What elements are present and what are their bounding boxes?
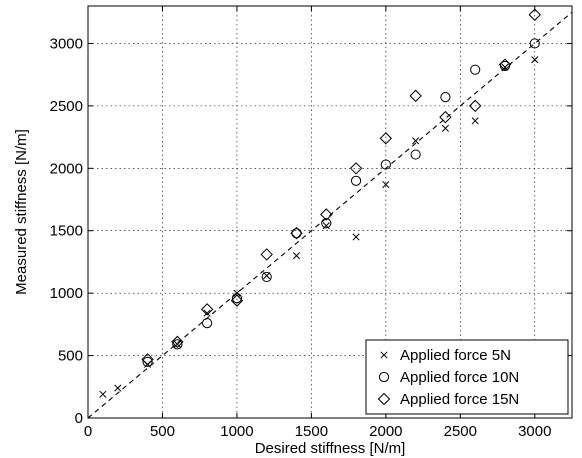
data-point-diamond — [141, 353, 154, 366]
data-point-circle — [231, 293, 243, 304]
marker-stroke — [382, 180, 390, 189]
data-point-x — [173, 340, 181, 348]
data-point-x — [382, 180, 390, 189]
marker-stroke — [173, 340, 181, 348]
legend-box — [365, 339, 569, 415]
y-axis-label: Measured stiffness [N/m] — [13, 129, 30, 295]
x-tick-label: 3000 — [518, 423, 551, 440]
y-tick-label: 500 — [58, 348, 83, 365]
marker-stroke — [99, 390, 107, 398]
data-point-circle — [202, 318, 213, 329]
marker-stroke — [531, 56, 539, 64]
marker-stroke — [352, 233, 360, 241]
plot-frame — [87, 5, 573, 419]
marker-stroke — [501, 63, 509, 71]
data-point-circle — [350, 175, 362, 186]
data-point-x — [501, 63, 509, 71]
marker-stroke — [263, 272, 271, 280]
data-points — [99, 8, 541, 398]
data-point-x — [292, 252, 301, 260]
data-point-x — [99, 390, 107, 398]
data-point-diamond — [498, 58, 512, 71]
x-tick-label: 1000 — [220, 423, 253, 440]
data-point-x — [471, 117, 479, 125]
marker-stroke — [203, 309, 211, 317]
data-point-diamond — [528, 8, 541, 21]
data-point-diamond — [349, 162, 363, 175]
x-tick-label: 2000 — [369, 423, 402, 440]
legend: Applied force 5N Applied force 10N Applied… — [365, 339, 569, 415]
marker-stroke — [292, 252, 301, 260]
x-tick-label: 0 — [84, 423, 92, 440]
data-point-circle — [470, 64, 481, 75]
x-axis-label: Desired stiffness [N/m] — [255, 440, 406, 457]
data-point-diamond — [320, 208, 333, 221]
legend-entry-label: Applied force 5N — [400, 347, 511, 364]
x-tick-label: 500 — [150, 423, 175, 440]
data-point-diamond — [171, 335, 184, 349]
data-point-x — [114, 384, 122, 392]
data-point-circle — [440, 92, 451, 103]
data-point-circle — [261, 271, 272, 283]
marker-stroke — [441, 124, 449, 132]
legend-marker-x — [380, 351, 388, 359]
y-tick-label: 2500 — [50, 98, 83, 115]
data-point-circle — [291, 228, 302, 239]
data-point-diamond — [468, 99, 482, 113]
marker-stroke — [471, 117, 479, 125]
data-point-diamond — [200, 303, 214, 316]
data-point-circle — [142, 356, 153, 367]
axis-ticks: 0 500 1000 1500 2000 2500 3000 0 500 1000 1500 2000… — [50, 6, 572, 440]
y-tick-label: 0 — [75, 410, 83, 427]
data-point-circle — [529, 38, 540, 49]
data-point-diamond — [439, 110, 452, 124]
marker-stroke — [412, 137, 420, 145]
data-point-diamond — [230, 294, 244, 307]
data-point-x — [531, 56, 539, 64]
marker-stroke — [114, 384, 122, 392]
x-tick-label: 1500 — [295, 423, 328, 440]
data-point-x — [352, 233, 360, 241]
y-tick-label: 2000 — [50, 160, 83, 177]
legend-marker-circle — [378, 371, 390, 383]
data-point-circle — [172, 339, 183, 350]
marker-stroke — [380, 351, 388, 359]
legend-entry-label: Applied force 10N — [400, 369, 519, 386]
data-point-circle — [410, 149, 421, 160]
y-tick-label: 3000 — [50, 35, 83, 52]
data-point-diamond — [409, 89, 422, 103]
data-point-x — [441, 124, 449, 132]
legend-entry-label: Applied force 15N — [400, 391, 519, 408]
data-point-x — [203, 309, 211, 317]
diagonal-reference-line — [88, 11, 572, 418]
data-point-circle — [321, 218, 332, 229]
y-tick-label: 1500 — [50, 223, 83, 240]
data-point-circle — [380, 159, 391, 170]
reference-line — [88, 11, 572, 418]
data-point-x — [263, 272, 271, 280]
x-tick-label: 2500 — [444, 423, 477, 440]
legend-marker-diamond — [377, 392, 391, 406]
y-tick-label: 1000 — [50, 285, 83, 302]
data-point-x — [412, 137, 420, 145]
data-point-diamond — [290, 227, 303, 240]
data-point-diamond — [379, 132, 393, 145]
data-point-diamond — [260, 248, 273, 261]
